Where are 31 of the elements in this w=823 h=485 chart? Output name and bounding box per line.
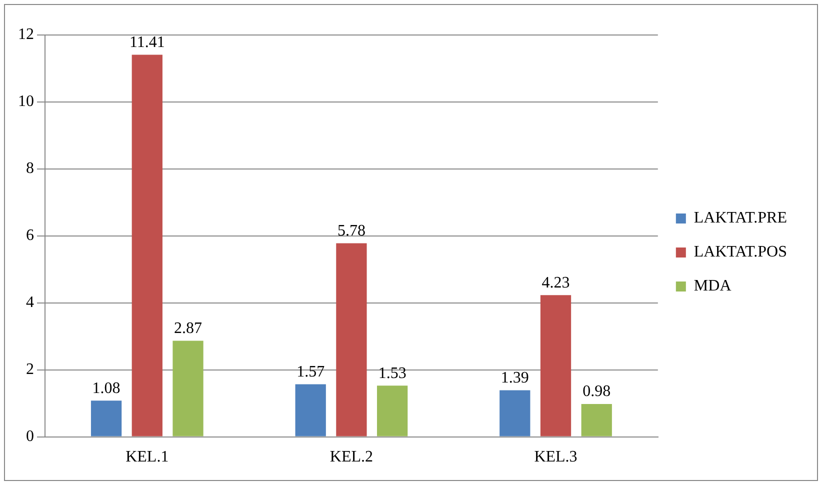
- data-label: 1.57: [296, 363, 325, 380]
- legend-label: LAKTAT.POS: [694, 244, 787, 261]
- bar: [581, 404, 612, 436]
- bar: [500, 390, 530, 436]
- data-label: 5.78: [337, 222, 366, 240]
- data-label: 0.98: [582, 383, 611, 400]
- y-tick-label: 10: [18, 93, 34, 110]
- y-tick-label: 6: [26, 227, 34, 244]
- bar: [295, 384, 326, 436]
- x-tick-label: KEL.2: [330, 448, 374, 466]
- legend-label: LAKTAT.PRE: [694, 210, 787, 227]
- bar: [132, 54, 162, 436]
- bar: [90, 400, 122, 436]
- x-tick-label: KEL.1: [126, 448, 169, 466]
- data-label: 1.53: [378, 364, 406, 382]
- data-label: 2.87: [174, 320, 202, 337]
- bar: [336, 243, 367, 436]
- data-label: 1.08: [92, 380, 120, 397]
- y-tick-label: 4: [26, 294, 34, 312]
- bar: [172, 340, 204, 436]
- y-tick-label: 8: [26, 160, 34, 178]
- bar: [540, 295, 572, 436]
- y-tick-label: 0: [26, 428, 34, 446]
- legend-label: MDA: [694, 278, 732, 295]
- x-tick-label: KEL.3: [534, 448, 578, 466]
- bar: [376, 386, 408, 436]
- y-tick-label: 12: [18, 26, 34, 44]
- data-label: 1.39: [500, 369, 529, 386]
- data-label: 11.41: [129, 34, 165, 51]
- data-label: 4.23: [542, 274, 570, 292]
- y-tick-label: 2: [26, 361, 34, 378]
